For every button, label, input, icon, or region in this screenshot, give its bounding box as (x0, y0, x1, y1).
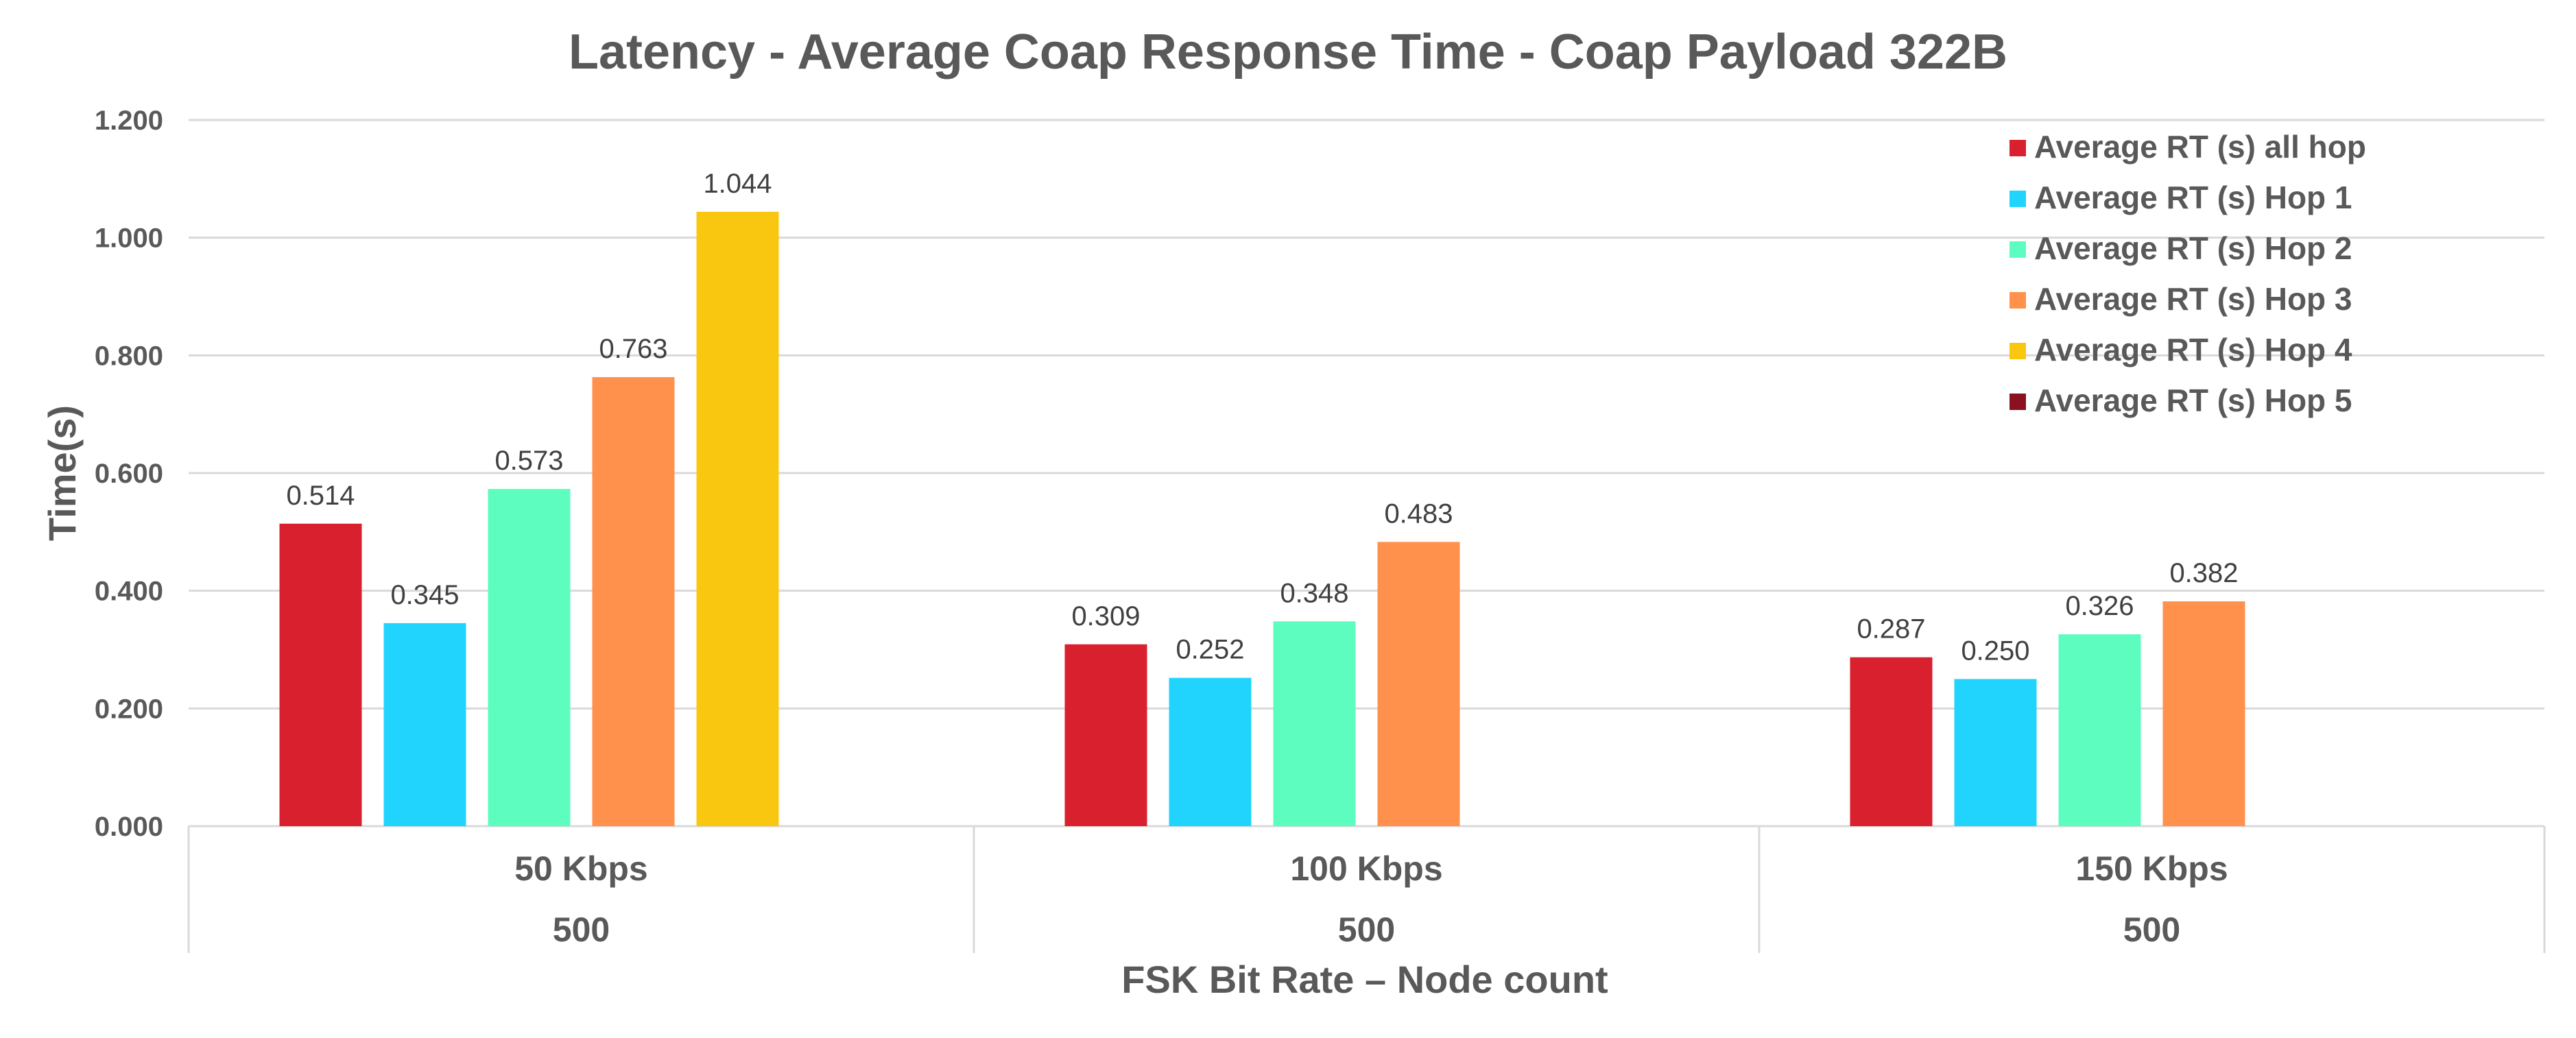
y-tick-label: 1.200 (95, 106, 163, 136)
y-tick-label: 0.200 (95, 694, 163, 724)
x-axis: 50 Kbps 500 100 Kbps 500 150 Kbps 500 (187, 826, 2546, 953)
bar (1377, 542, 1460, 826)
data-label: 0.345 (390, 580, 459, 610)
x-category-label: 100 Kbps (1290, 849, 1442, 888)
bar (279, 523, 362, 826)
bars (279, 211, 2245, 826)
data-label: 0.573 (494, 446, 563, 476)
x-subcategory-label: 500 (553, 910, 610, 949)
bar (1169, 677, 1252, 826)
y-tick-label: 0.800 (95, 341, 163, 371)
data-labels: 0.514 0.345 0.573 0.763 1.044 0.309 0.252 0.348… (286, 169, 2238, 666)
legend-swatch (2009, 140, 2026, 156)
legend: Average RT (s) all hop Average RT (s) Hop… (2009, 129, 2366, 418)
legend-swatch (2009, 394, 2026, 410)
data-label: 0.287 (1857, 614, 1925, 644)
x-axis-label: FSK Bit Rate – Node count (1121, 958, 1608, 1001)
data-label: 0.514 (286, 481, 355, 511)
legend-label: Average RT (s) Hop 4 (2034, 332, 2352, 367)
y-tick-label: 0.400 (95, 577, 163, 607)
y-tick-label: 0.000 (95, 812, 163, 842)
bar (2162, 601, 2245, 826)
legend-swatch (2009, 241, 2026, 258)
x-subcategory-label: 500 (1338, 910, 1395, 949)
data-label: 0.309 (1071, 601, 1140, 631)
bar (592, 377, 675, 826)
bar (383, 623, 466, 826)
y-tick-label: 0.600 (95, 459, 163, 489)
chart-title: Latency - Average Coap Response Time - C… (569, 25, 2007, 80)
x-category-label: 50 Kbps (514, 849, 648, 888)
y-axis-ticks: 0.000 0.200 0.400 0.600 0.800 1.000 1.200 (95, 106, 163, 842)
bar (1064, 644, 1147, 826)
data-label: 1.044 (703, 169, 772, 199)
data-label: 0.483 (1384, 498, 1453, 529)
data-label: 0.348 (1280, 578, 1348, 608)
legend-label: Average RT (s) all hop (2034, 129, 2366, 165)
bar (2058, 634, 2141, 826)
legend-swatch (2009, 191, 2026, 207)
bar (1954, 679, 2037, 826)
legend-swatch (2009, 343, 2026, 359)
data-label: 0.763 (599, 334, 667, 364)
legend-label: Average RT (s) Hop 5 (2034, 383, 2352, 418)
x-category-label: 150 Kbps (2075, 849, 2228, 888)
data-label: 0.326 (2065, 591, 2134, 621)
gridlines (189, 119, 2544, 828)
data-label: 0.250 (1961, 636, 2029, 666)
y-tick-label: 1.000 (95, 224, 163, 254)
legend-swatch (2009, 292, 2026, 309)
bar (696, 211, 779, 826)
bar (1850, 657, 1933, 826)
bar (488, 489, 571, 826)
legend-label: Average RT (s) Hop 1 (2034, 180, 2352, 215)
data-label: 0.252 (1176, 635, 1244, 665)
x-subcategory-label: 500 (2123, 910, 2180, 949)
y-axis-label: Time(s) (40, 405, 84, 541)
data-label: 0.382 (2169, 558, 2238, 588)
legend-label: Average RT (s) Hop 2 (2034, 230, 2352, 266)
bar (1273, 621, 1356, 826)
legend-label: Average RT (s) Hop 3 (2034, 281, 2352, 317)
